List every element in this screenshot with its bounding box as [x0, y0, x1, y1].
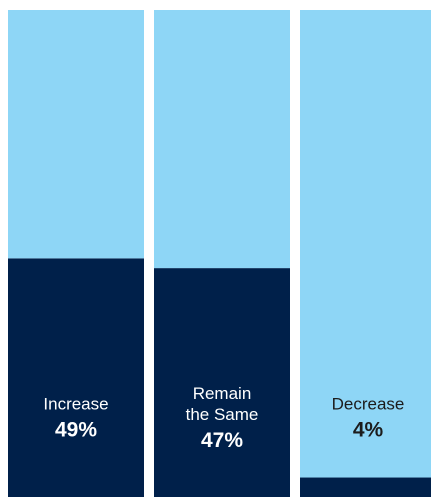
bar-segment-0-0: [8, 258, 144, 497]
bar-segment-1-1: [154, 10, 290, 269]
bar-segment-2-0: [300, 477, 431, 497]
value-label-2: 4%: [353, 419, 384, 442]
category-label-0-0: Increase: [43, 395, 108, 414]
bar-segment-2-1: [300, 10, 431, 478]
value-label-0: 49%: [55, 419, 97, 442]
category-label-1-1: the Same: [186, 405, 259, 424]
bar-segment-0-1: [8, 10, 144, 259]
value-label-1: 47%: [201, 429, 243, 452]
category-label-2-0: Decrease: [332, 395, 405, 414]
bar-segment-1-0: [154, 268, 290, 497]
category-label-1-0: Remain: [193, 384, 252, 403]
